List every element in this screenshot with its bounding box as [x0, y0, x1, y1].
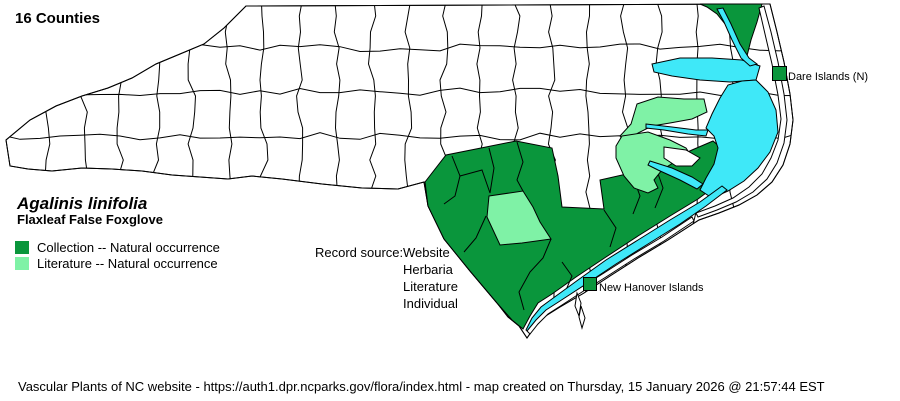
legend-label: Collection -- Natural occurrence	[37, 240, 220, 255]
new-hanover-barrier-islets	[574, 291, 586, 330]
footer-credit-line: Vascular Plants of NC website - https://…	[18, 379, 825, 394]
legend-item-collection: Collection -- Natural occurrence	[15, 240, 220, 255]
collection-cluster-county-lines	[443, 141, 664, 311]
record-source-label: Record source:	[315, 245, 404, 260]
neuse-river	[647, 160, 704, 190]
record-source-value: Literature	[403, 279, 458, 294]
dare-islands-label: Dare Islands (N)	[788, 71, 869, 83]
outer-banks-north	[695, 5, 788, 218]
county-count-title: 16 Counties	[15, 10, 101, 27]
literature-county-beaufort	[619, 96, 708, 144]
new-hanover-islands-marker	[583, 277, 597, 291]
currituck-sound	[716, 7, 759, 67]
pamlico-river	[645, 123, 709, 137]
new-hanover-islands-label: New Hanover Islands	[599, 282, 704, 294]
record-source-value: Website	[403, 245, 450, 260]
record-source-value: Individual	[403, 296, 458, 311]
literature-color-swatch	[15, 257, 29, 270]
county-pamlico	[663, 146, 701, 167]
species-common-name: Flaxleaf False Foxglove	[17, 212, 163, 227]
legend-item-literature: Literature -- Natural occurrence	[15, 256, 218, 271]
literature-county-bladen	[486, 190, 552, 246]
dare-islands-marker	[772, 66, 787, 81]
collection-color-swatch	[15, 241, 29, 254]
outer-banks	[526, 5, 788, 335]
record-source-value: Herbaria	[403, 262, 453, 277]
outer-banks-south	[526, 216, 695, 335]
legend-label: Literature -- Natural occurrence	[37, 256, 218, 271]
species-scientific-name: Agalinis linifolia	[17, 194, 148, 213]
